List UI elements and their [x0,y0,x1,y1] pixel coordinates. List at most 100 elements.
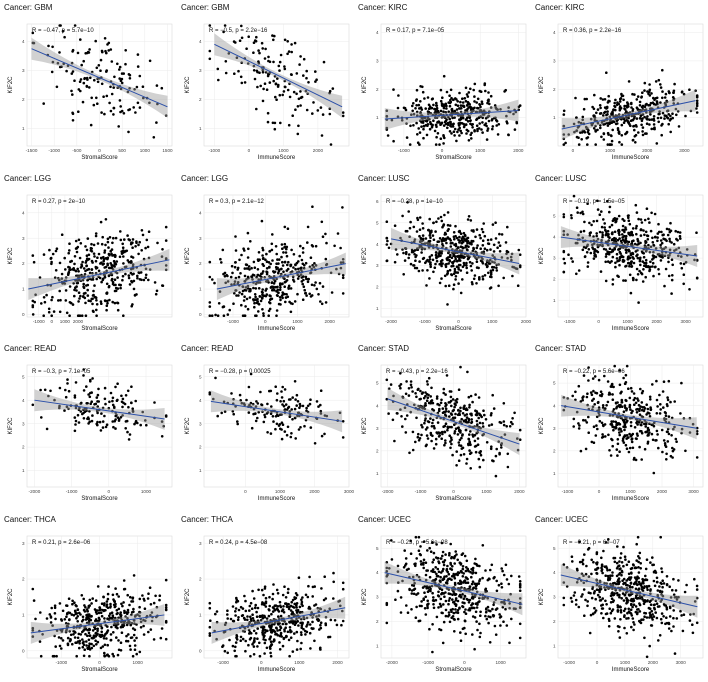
data-point [132,279,136,282]
data-point [152,601,156,604]
data-point [481,274,484,278]
data-point [78,641,81,645]
data-point [102,595,105,598]
data-point [290,50,293,54]
data-point [238,39,242,42]
data-point [270,612,273,615]
data-point [465,261,468,264]
panel-title: Cancer: STAD [358,344,409,353]
data-point [581,248,585,251]
data-point [646,115,649,118]
data-point [647,243,650,246]
y-tick-label: 0 [22,312,25,317]
y-tick-label: 4 [199,210,202,215]
data-point [452,130,456,133]
data-point [106,643,109,646]
data-point [665,452,668,456]
data-point [100,625,104,629]
data-point [602,138,606,141]
data-point [504,240,508,244]
data-point [432,221,435,224]
data-point [465,128,469,132]
data-point [492,243,496,246]
data-point [585,395,589,399]
data-point [103,386,107,390]
data-point [671,446,674,450]
data-point [261,99,265,103]
data-point [492,249,496,253]
data-point [164,414,168,417]
data-point [405,250,408,253]
data-point [314,80,317,83]
data-point [288,95,292,99]
data-point [135,85,139,89]
data-point [164,114,168,117]
data-point [606,143,610,146]
data-point [101,50,104,54]
data-point [611,255,615,258]
data-point [231,271,234,274]
data-point [444,439,447,442]
data-point [314,70,317,73]
data-point [51,60,55,64]
data-point [425,399,429,402]
data-point [462,231,466,234]
data-point [481,131,484,134]
data-point [459,121,462,125]
data-point [597,378,601,382]
data-point [103,414,106,418]
data-point [467,91,471,94]
data-point [132,633,136,636]
data-point [632,256,635,260]
data-point [586,403,589,407]
data-point [661,255,664,259]
data-point [643,218,647,221]
data-point [75,246,79,249]
data-point [500,255,504,259]
data-point [249,287,252,290]
data-point [695,111,699,114]
data-point [411,109,414,113]
data-point [601,233,604,236]
data-point [42,313,45,317]
data-point [252,64,256,68]
data-point [164,238,168,242]
data-point [139,625,143,629]
panel-title: Cancer: READ [4,344,57,353]
data-point [272,281,276,285]
data-point [514,266,518,270]
data-point [420,250,423,254]
data-point [252,69,256,72]
data-point [566,397,569,400]
data-point [642,409,646,412]
data-point [490,275,493,278]
data-point [607,433,610,437]
data-point [126,389,130,393]
data-point [507,133,510,137]
data-point [618,427,621,430]
data-point [599,124,602,127]
data-point [669,400,672,404]
data-point [47,44,50,48]
data-point [278,93,282,97]
data-point [125,419,129,423]
data-point [403,106,407,110]
data-point [621,439,625,442]
data-point [611,393,614,396]
data-point [164,620,168,624]
data-point [282,275,285,279]
data-point [261,269,265,273]
x-axis-label: StromalScore [435,155,472,161]
data-point [624,278,627,282]
data-point [83,603,86,607]
data-point [449,124,452,127]
data-point [573,130,576,134]
data-point [498,232,501,235]
data-point [292,265,295,269]
data-point [81,100,85,104]
data-point [84,632,87,635]
data-point [629,291,633,294]
data-point [95,96,98,100]
data-point [600,392,604,396]
data-point [240,36,244,40]
